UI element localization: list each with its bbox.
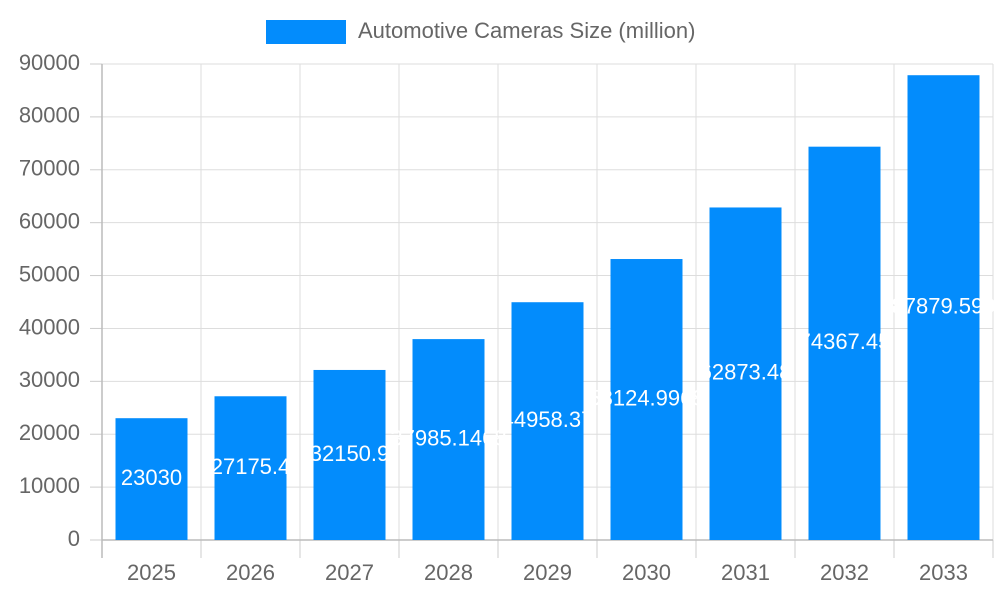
- data-label: 62873.48: [700, 360, 792, 385]
- data-label: 37985.1468: [390, 425, 506, 450]
- x-tick-label: 2029: [523, 560, 572, 585]
- bar: [115, 418, 188, 540]
- bar: [313, 369, 386, 540]
- x-tick-label: 2028: [424, 560, 473, 585]
- x-tick-label: 2025: [127, 560, 176, 585]
- y-tick-label: 10000: [19, 473, 80, 498]
- x-tick-label: 2033: [919, 560, 968, 585]
- data-label: 74367.45: [799, 329, 891, 354]
- data-label: 32150.9: [310, 441, 390, 466]
- bar: [511, 302, 584, 540]
- data-label: 87879.599: [892, 293, 996, 318]
- bar: [412, 339, 485, 540]
- x-tick-label: 2032: [820, 560, 869, 585]
- y-tick-label: 50000: [19, 261, 80, 286]
- legend-swatch: [266, 20, 346, 44]
- y-tick-label: 30000: [19, 367, 80, 392]
- bar: [610, 259, 683, 540]
- x-tick-label: 2027: [325, 560, 374, 585]
- bar: [907, 75, 980, 540]
- bar: [709, 207, 782, 540]
- bar: [214, 396, 287, 540]
- y-tick-label: 60000: [19, 208, 80, 233]
- y-tick-label: 80000: [19, 103, 80, 128]
- data-label: 23030: [121, 465, 182, 490]
- data-label: 44958.37: [502, 407, 594, 432]
- y-tick-label: 0: [68, 526, 80, 551]
- bar: [808, 146, 881, 540]
- x-tick-label: 2031: [721, 560, 770, 585]
- y-tick-label: 20000: [19, 420, 80, 445]
- data-label: 53124.9968: [588, 385, 704, 410]
- y-tick-label: 40000: [19, 314, 80, 339]
- y-tick-label: 90000: [19, 50, 80, 75]
- data-label: 27175.4: [211, 454, 291, 479]
- y-tick-label: 70000: [19, 156, 80, 181]
- x-tick-label: 2026: [226, 560, 275, 585]
- x-tick-label: 2030: [622, 560, 671, 585]
- legend-label: Automotive Cameras Size (million): [358, 18, 695, 43]
